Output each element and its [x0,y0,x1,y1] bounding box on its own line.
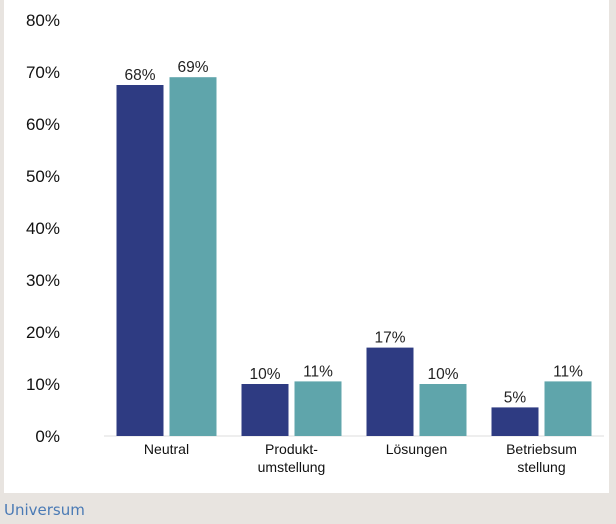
y-tick-label: 80% [26,11,60,30]
data-label: 10% [249,366,280,383]
bar-series-2-3 [544,381,592,436]
bar-series-1-1 [241,384,289,436]
x-category-label: Neutral [144,441,189,457]
data-label: 68% [124,67,155,84]
y-axis-ticks: 0% 10% 20% 30% 40% 50% 60% 70% 80% [26,11,60,446]
bar-series-1-3 [491,407,539,436]
y-tick-label: 30% [26,271,60,290]
y-tick-label: 70% [26,63,60,82]
footer-universum-label[interactable]: Universum [4,501,85,519]
data-label: 69% [177,59,208,76]
data-labels: 68% 69% 10% 11% 17% 10% 5% 11% [124,59,583,406]
x-category-label: Betriebsum [506,441,577,457]
data-label: 10% [427,366,458,383]
bar-series-2-1 [294,381,342,436]
y-tick-label: 20% [26,323,60,342]
bar-chart: 0% 10% 20% 30% 40% 50% 60% 70% 80% 68% 69% 10% 11% 1… [26,11,604,475]
chart-frame: 0% 10% 20% 30% 40% 50% 60% 70% 80% 68% 69% 10% 11% 1… [4,0,609,493]
x-category-label: umstellung [258,459,326,475]
data-label: 11% [553,363,583,380]
x-category-label: stellung [517,459,565,475]
y-tick-label: 60% [26,115,60,134]
bar-series [116,77,592,436]
x-axis-category-labels: Neutral Produkt-umstellung Lösungen Betrieb… [144,441,577,475]
data-label: 17% [374,330,405,347]
x-category-label: Lösungen [386,441,448,457]
data-label: 11% [303,363,333,380]
data-label: 5% [504,389,527,406]
bar-series-1-2 [366,347,414,436]
y-tick-label: 10% [26,375,60,394]
bar-series-2-2 [419,384,467,436]
y-tick-label: 0% [35,427,60,446]
y-tick-label: 40% [26,219,60,238]
y-tick-label: 50% [26,167,60,186]
bar-series-1-0 [116,85,164,436]
bar-series-2-0 [169,77,217,436]
x-category-label: Produkt- [265,441,318,457]
